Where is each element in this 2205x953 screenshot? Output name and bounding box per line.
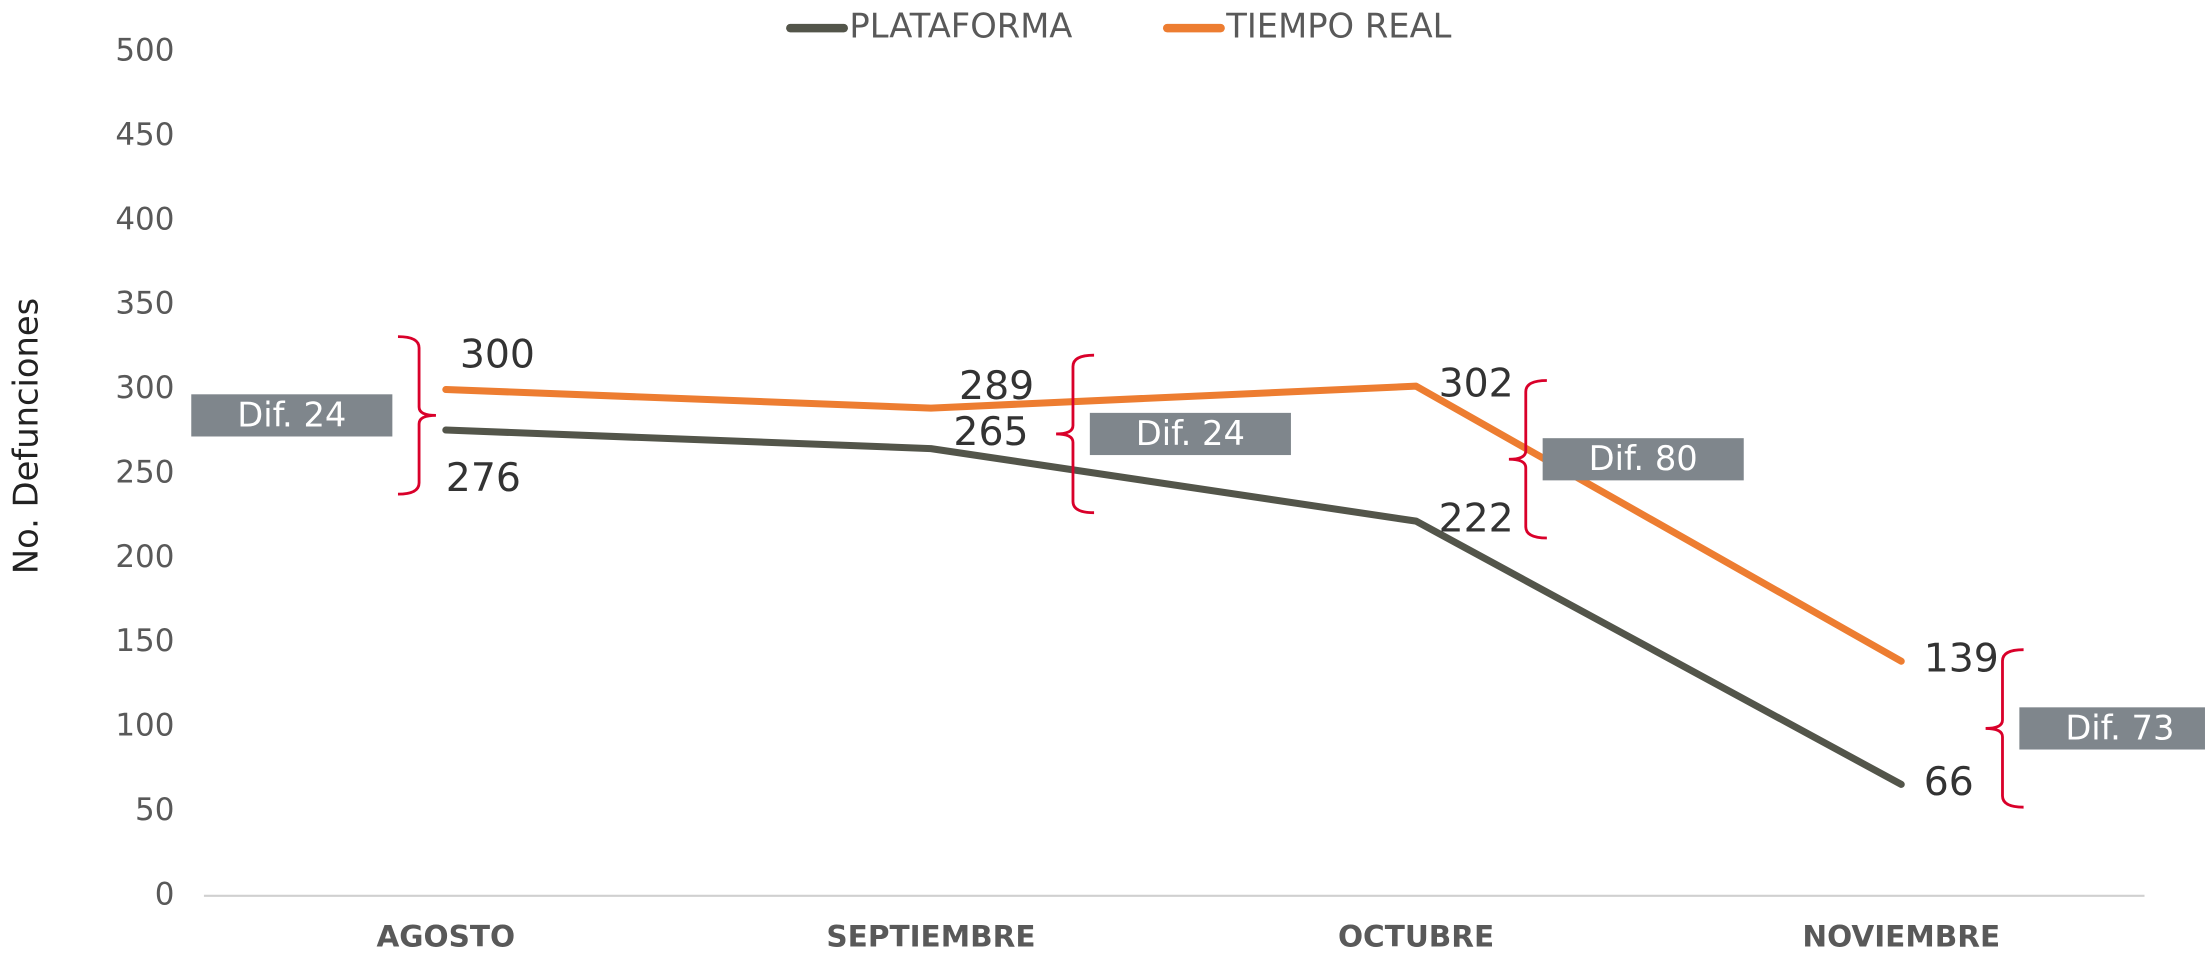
legend-label: TIEMPO REAL [1225,7,1451,46]
y-tick-label: 300 [115,370,174,406]
data-label: 302 [1439,361,1514,407]
x-tick-label: AGOSTO [376,919,515,953]
data-label: 222 [1439,496,1514,542]
legend-label: PLATAFORMA [849,7,1072,46]
y-tick-label: 0 [155,876,175,912]
data-label: 289 [959,363,1034,409]
y-tick-label: 450 [115,117,174,153]
data-label: 276 [446,455,521,501]
data-label: 300 [460,332,535,378]
difference-brace [1985,648,2024,809]
x-tick-label: NOVIEMBRE [1802,919,2000,953]
y-tick-label: 500 [115,33,174,69]
difference-box [2019,707,2205,750]
data-label: 265 [953,409,1028,455]
series-line [442,382,1905,665]
difference-brace [1056,353,1095,515]
difference-box [191,394,393,437]
y-tick-label: 100 [115,708,174,744]
y-tick-label: 50 [135,792,174,828]
difference-label: Dif. 24 [237,395,346,434]
difference-box [1542,438,1744,481]
data-label: 139 [1924,636,1999,682]
y-tick-label: 150 [115,623,174,659]
y-tick-label: 350 [115,286,174,322]
y-tick-label: 400 [115,201,174,237]
difference-brace [397,335,436,496]
difference-label: Dif. 73 [2065,708,2174,747]
y-axis-label: No. Defunciones [7,298,46,574]
difference-box [1089,412,1291,456]
difference-label: Dif. 24 [1136,414,1245,453]
y-tick-label: 250 [115,454,174,490]
x-tick-label: SEPTIEMBRE [826,919,1035,953]
series-line [442,426,1905,788]
difference-brace [1508,379,1547,540]
y-tick-label: 200 [115,539,174,575]
data-label: 66 [1924,759,1974,805]
difference-label: Dif. 80 [1589,439,1698,478]
x-tick-label: OCTUBRE [1338,919,1494,953]
